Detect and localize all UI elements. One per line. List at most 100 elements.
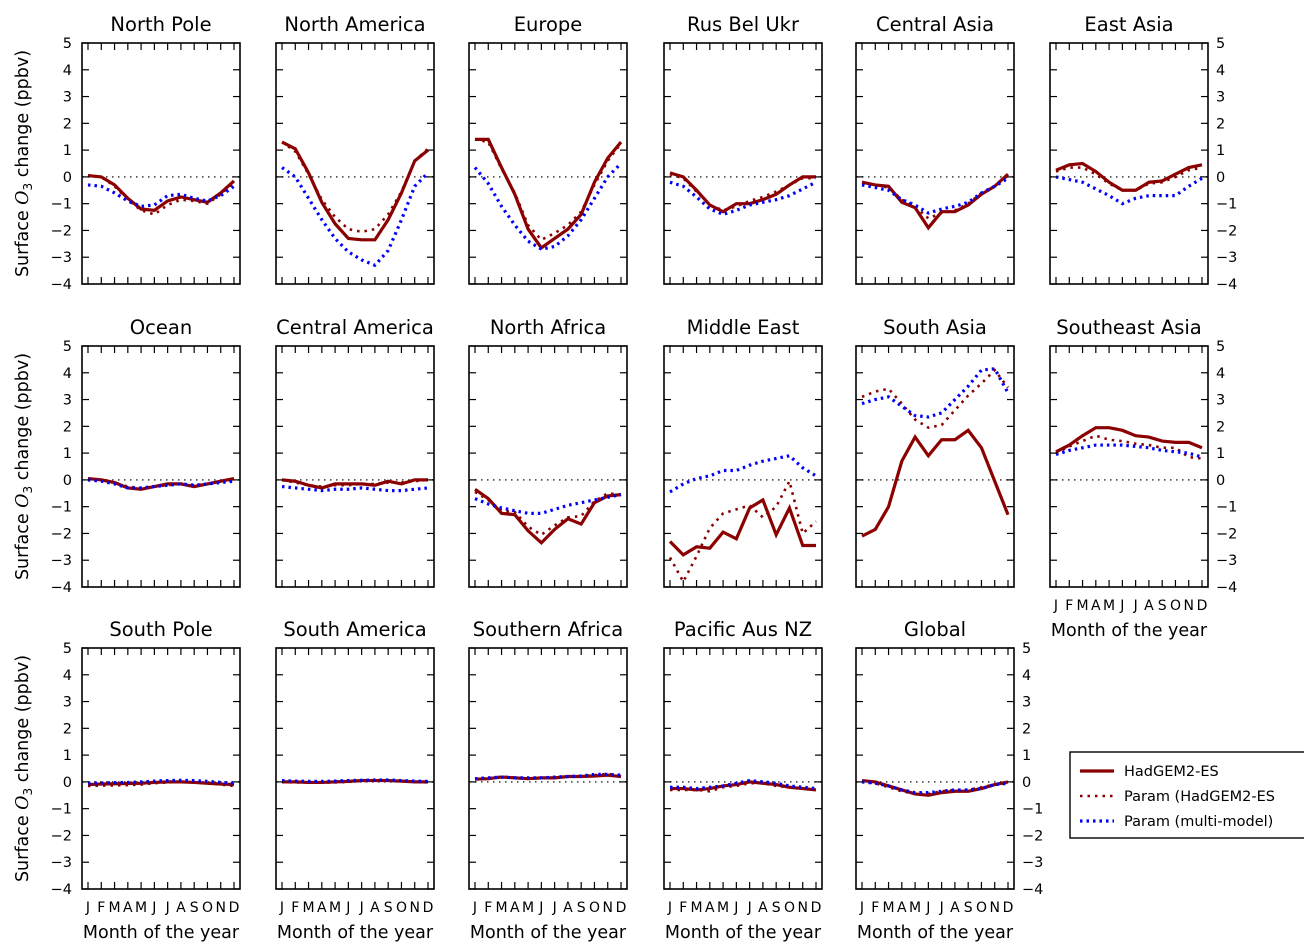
y-tick-label: 4: [63, 366, 72, 382]
panel-title: East Asia: [1084, 13, 1173, 36]
month-tick-label: F: [679, 900, 687, 916]
month-tick-label: J: [1053, 598, 1058, 614]
month-tick-label: N: [1183, 598, 1193, 614]
y-tick-label: −3: [51, 855, 72, 871]
y-tick-label: 0: [63, 473, 72, 489]
x-axis-label: Month of the year: [857, 923, 1014, 943]
axes-frame: [855, 42, 1015, 285]
hadgem-line: [668, 497, 816, 557]
y-axis-label-italic: O: [13, 493, 33, 507]
y-axis-label-tail: change (ppbv): [13, 353, 33, 486]
legend-label: HadGEM2-ES: [1124, 764, 1219, 780]
panel-title: Pacific Aus NZ: [674, 618, 812, 641]
y-tick-label: 5: [63, 641, 72, 657]
y-tick-label: 1: [1216, 446, 1225, 462]
month-tick-label: D: [616, 900, 627, 916]
y-tick-label: 4: [1216, 366, 1225, 382]
axes-frame: [855, 345, 1015, 588]
month-tick-label: D: [229, 900, 240, 916]
axes-frame: [663, 345, 823, 588]
y-axis-label: Surface O3 change (ppbv): [13, 655, 35, 882]
month-tick-label: F: [871, 900, 879, 916]
panel-title: South Pole: [109, 618, 212, 641]
month-tick-label: F: [97, 900, 105, 916]
y-tick-label: −4: [1216, 580, 1237, 596]
month-tick-label: J: [925, 900, 930, 916]
month-tick-label: J: [1119, 598, 1124, 614]
month-tick-label: A: [370, 900, 380, 916]
param-multi-line: [474, 493, 622, 515]
month-tick-label: M: [495, 900, 507, 916]
param-multi-line: [670, 778, 817, 791]
y-tick-label: −1: [1216, 500, 1237, 516]
month-tick-label: O: [976, 900, 987, 916]
axes-frame: [275, 647, 435, 890]
y-tick-label: 4: [1022, 668, 1031, 684]
axes-frame: [855, 647, 1015, 890]
month-tick-label: O: [1170, 598, 1181, 614]
axes-frame: [468, 42, 628, 285]
month-tick-label: M: [1076, 598, 1088, 614]
month-tick-label: J: [552, 900, 557, 916]
x-axis-label: Month of the year: [277, 923, 434, 943]
y-tick-label: −4: [51, 277, 72, 293]
month-tick-label: J: [1133, 598, 1138, 614]
month-tick-label: J: [667, 900, 672, 916]
month-tick-label: J: [859, 900, 864, 916]
y-axis-label-main: Surface: [13, 205, 33, 277]
param-hadgem-line: [668, 477, 817, 585]
month-tick-label: N: [797, 900, 807, 916]
month-tick-label: J: [345, 900, 350, 916]
panel-title: Middle East: [687, 316, 800, 339]
panel-title: Southeast Asia: [1056, 316, 1202, 339]
month-tick-label: F: [291, 900, 299, 916]
panel-title: Global: [904, 618, 966, 641]
panel-title: Central America: [276, 316, 434, 339]
param-multi-line: [669, 454, 817, 494]
axes-frame: [81, 42, 241, 285]
y-axis-label-main: Surface: [13, 810, 33, 882]
y-tick-label: −1: [51, 197, 72, 213]
panel-title: Europe: [514, 13, 583, 36]
panel-rus-bel-ukr: Rus Bel Ukr: [663, 13, 823, 285]
month-tick-label: M: [302, 900, 314, 916]
panel-title: North America: [284, 13, 425, 36]
y-tick-label: 5: [63, 36, 72, 52]
param-multi-line: [861, 176, 1009, 215]
y-axis-label-main: Surface: [13, 508, 33, 580]
y-tick-label: 0: [63, 775, 72, 791]
panel-central-asia: Central Asia: [855, 13, 1015, 285]
x-axis-label: Month of the year: [665, 923, 822, 943]
param-multi-line: [87, 183, 235, 208]
y-tick-label: 3: [63, 90, 72, 106]
month-tick-label: J: [733, 900, 738, 916]
hadgem-line: [861, 428, 1010, 538]
legend-label: Param (HadGEM2-ES: [1124, 789, 1275, 805]
y-tick-label: 5: [1022, 641, 1031, 657]
panel-middle-east: Middle East: [663, 316, 823, 588]
y-tick-label: 3: [1022, 695, 1031, 711]
param-hadgem-line: [861, 780, 1009, 796]
panel-central-america: Central America: [275, 316, 435, 588]
y-tick-label: 4: [63, 668, 72, 684]
month-tick-label: O: [396, 900, 407, 916]
month-tick-label: O: [589, 900, 600, 916]
param-multi-line: [861, 780, 1009, 795]
hadgem-line: [1055, 161, 1203, 192]
y-tick-label: −4: [1216, 277, 1237, 293]
month-tick-label: M: [1103, 598, 1115, 614]
y-tick-label: −3: [51, 250, 72, 266]
month-tick-label: A: [563, 900, 573, 916]
month-tick-label: A: [950, 900, 960, 916]
param-multi-line: [1055, 175, 1203, 206]
y-tick-label: −3: [51, 553, 72, 569]
y-tick-label: −1: [51, 500, 72, 516]
y-tick-label: −1: [51, 802, 72, 818]
param-hadgem-line: [474, 772, 622, 781]
param-multi-line: [669, 180, 817, 217]
y-tick-label: 1: [1022, 748, 1031, 764]
axes-frame: [468, 647, 628, 890]
